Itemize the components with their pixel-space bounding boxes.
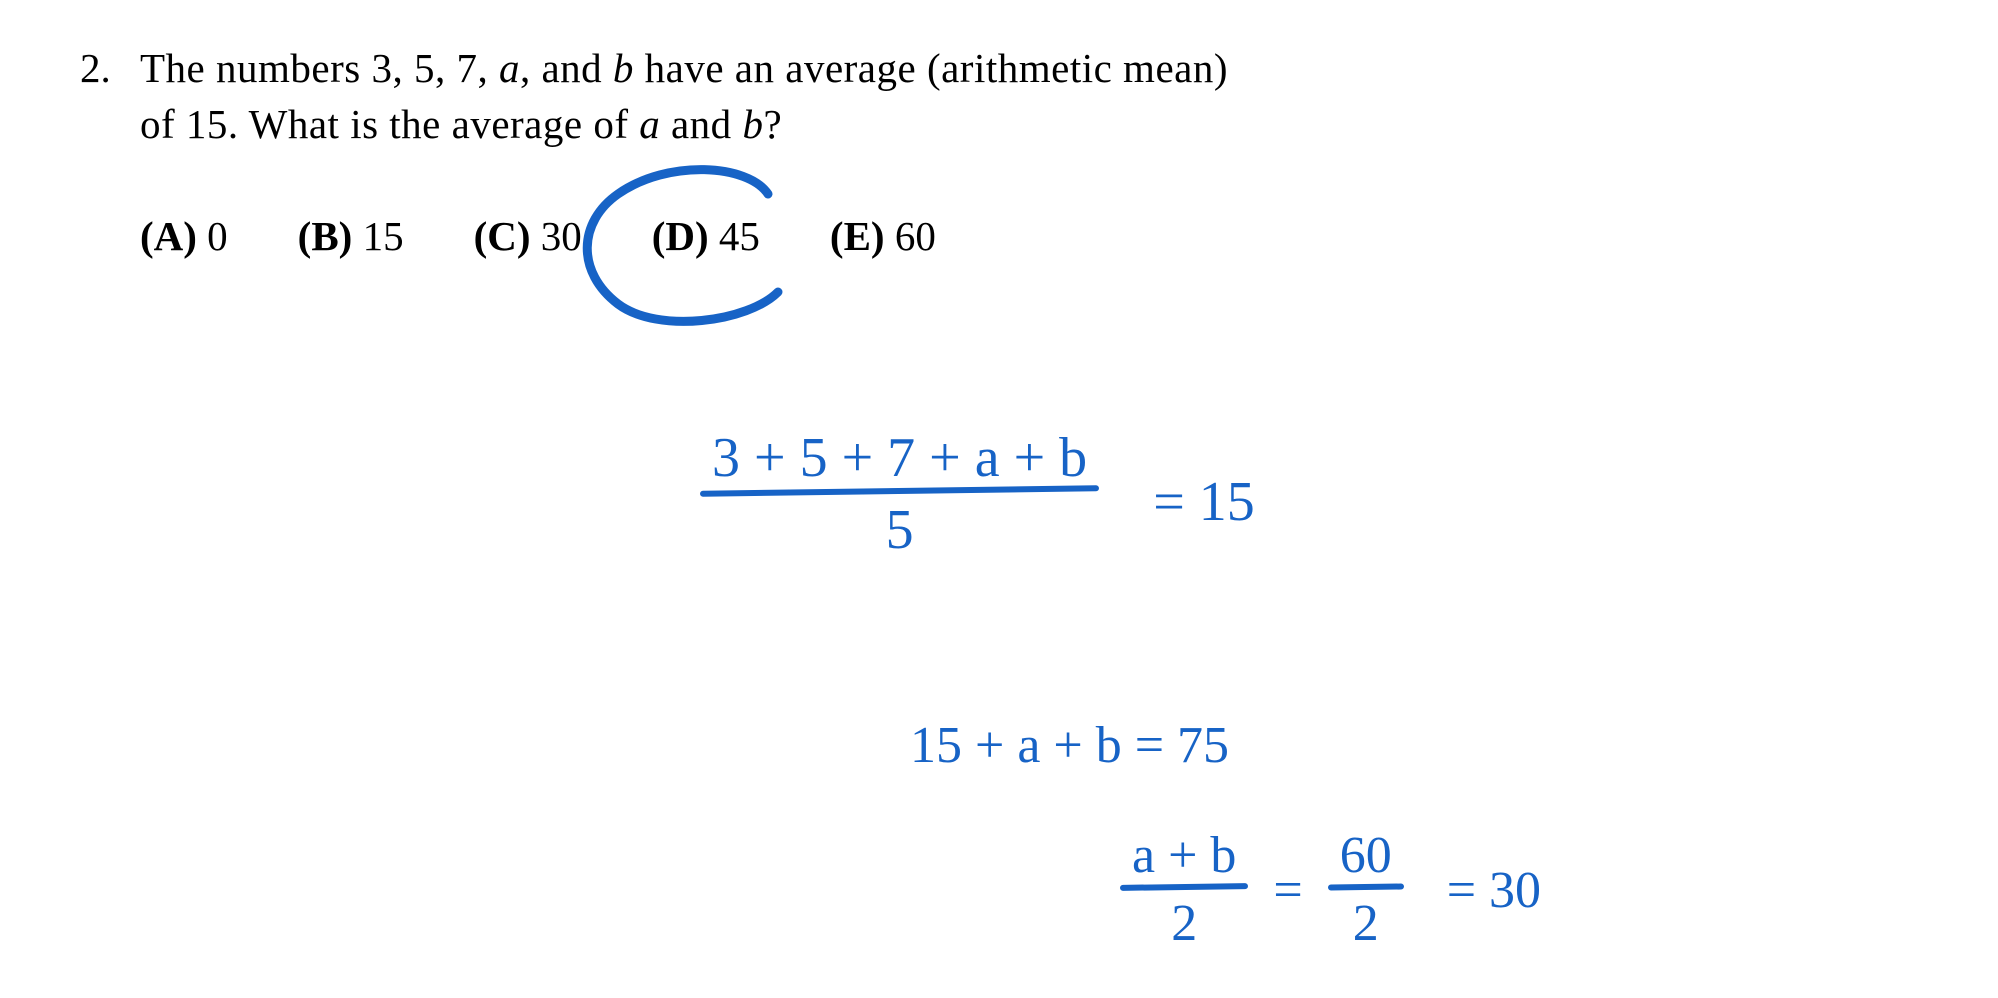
variable-b: b: [613, 45, 634, 91]
fraction-numerator: a + b: [1120, 830, 1248, 884]
choice-value: 30: [541, 213, 582, 259]
choice-value: 0: [207, 213, 228, 259]
question-number: 2.: [80, 44, 111, 92]
choice-b: (B) 15: [298, 212, 404, 260]
fraction-numerator: 3 + 5 + 7 + a + b: [700, 430, 1099, 488]
text-segment: and: [660, 101, 742, 147]
choice-label: (D): [652, 213, 709, 259]
equals-sign: =: [1273, 861, 1302, 920]
work-step-2: 15 + a + b = 75: [910, 716, 1229, 775]
text-segment: , and: [520, 45, 613, 91]
fraction: 3 + 5 + 7 + a + b 5: [700, 430, 1099, 558]
choice-label: (B): [298, 213, 353, 259]
choice-e: (E) 60: [830, 212, 936, 260]
answer-choices: (A) 0 (B) 15 (C) 30 (D) 45 (E) 60: [140, 212, 936, 260]
text-segment: ?: [763, 101, 782, 147]
variable-b: b: [742, 101, 763, 147]
choice-label: (E): [830, 213, 885, 259]
choice-a: (A) 0: [140, 212, 228, 260]
equals-result: = 15: [1153, 470, 1255, 534]
fraction-denominator: 5: [886, 494, 914, 558]
fraction-bar: [1120, 883, 1248, 891]
choice-value: 15: [363, 213, 404, 259]
choice-d: (D) 45: [652, 212, 760, 260]
question-line-2: of 15. What is the average of a and b?: [140, 100, 782, 148]
text-segment: of 15. What is the average of: [140, 101, 639, 147]
equals-result: = 30: [1447, 861, 1541, 920]
work-step-3: a + b 2 = 60 2 = 30: [1120, 830, 1541, 950]
fraction-denominator: 2: [1353, 890, 1379, 950]
variable-a: a: [499, 45, 520, 91]
text-segment: have an average (arithmetic mean): [634, 45, 1228, 91]
choice-value: 60: [895, 213, 936, 259]
fraction-lhs: a + b 2: [1120, 830, 1248, 950]
choice-c: (C) 30: [474, 212, 582, 260]
choice-label: (A): [140, 213, 197, 259]
fraction-denominator: 2: [1171, 890, 1197, 950]
fraction-rhs: 60 2: [1328, 830, 1404, 950]
page: 2. The numbers 3, 5, 7, a, and b have an…: [0, 0, 1998, 998]
fraction-numerator: 60: [1328, 830, 1404, 884]
work-step-1: 3 + 5 + 7 + a + b 5 = 15: [700, 430, 1255, 558]
variable-a: a: [639, 101, 660, 147]
choice-label: (C): [474, 213, 531, 259]
choice-value: 45: [719, 213, 760, 259]
question-line-1: The numbers 3, 5, 7, a, and b have an av…: [140, 44, 1228, 92]
text-segment: The numbers 3, 5, 7,: [140, 45, 499, 91]
fraction-bar: [1328, 883, 1404, 890]
